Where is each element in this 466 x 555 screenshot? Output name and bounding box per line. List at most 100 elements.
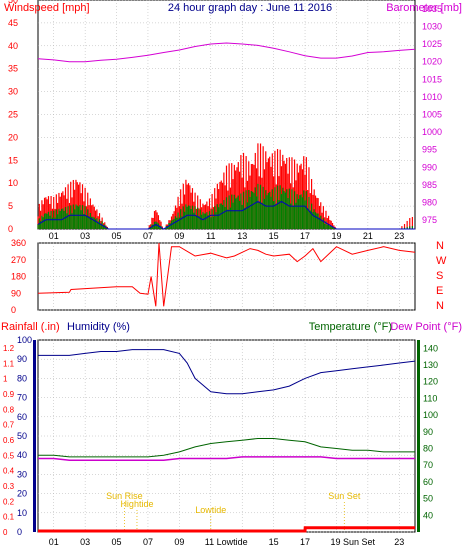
x-tick-label-bottom: 23: [394, 537, 404, 547]
temperature-tick-label: 90: [423, 427, 433, 437]
windspeed-tick-label: 45: [8, 18, 18, 28]
wind-direction-line: [37, 242, 416, 307]
x-tick-label-bottom: 17: [300, 537, 310, 547]
rainfall-tick-label: 0.2: [3, 497, 15, 506]
windspeed-tick-label: 25: [8, 110, 18, 120]
x-tick-label-bottom: 01: [49, 537, 59, 547]
barometer-tick-label: 1000: [422, 127, 442, 137]
barometer-axis-label: Barometer [mb]: [386, 2, 462, 14]
windspeed-tick-label: 15: [8, 155, 18, 165]
x-tick-label-bottom: 07: [143, 537, 153, 547]
barometer-tick-label: 975: [422, 215, 437, 225]
barometer-tick-label: 990: [422, 162, 437, 172]
x-tick-label: 23: [394, 231, 404, 241]
rainfall-tick-label: 0.9: [3, 390, 15, 399]
barometer-tick-label: 980: [422, 198, 437, 208]
direction-tick-label: 90: [11, 288, 21, 298]
windspeed-tick-label: 20: [8, 132, 18, 142]
direction-tick-label: 0: [11, 305, 16, 315]
temperature-tick-label: 130: [423, 360, 438, 370]
compass-label: W: [436, 255, 447, 267]
humidity-tick-label: 20: [17, 489, 27, 499]
barometer-tick-label: 1030: [422, 21, 442, 31]
x-tick-label: 03: [80, 231, 90, 241]
x-tick-label: 01: [49, 231, 59, 241]
x-tick-label-bottom: 15: [269, 537, 279, 547]
humidity-tick-label: 30: [17, 469, 27, 479]
panel-humidity-frame: [37, 339, 416, 533]
compass-label: E: [436, 285, 443, 297]
temperature-axis-label: Temperature (°F): [309, 321, 392, 333]
rainfall-line: [38, 526, 415, 533]
barometer-tick-label: 1015: [422, 74, 442, 84]
temperature-tick-label: 110: [423, 393, 437, 403]
direction-tick-label: 360: [11, 238, 26, 248]
chart-title: 24 hour graph day : June 11 2016: [168, 2, 332, 14]
x-tick-label: 07: [143, 231, 153, 241]
windspeed-tick-label: 10: [8, 178, 18, 188]
rainfall-tick-label: 0.6: [3, 436, 15, 445]
high-tide-label: Hightide: [120, 499, 153, 509]
barometer-tick-label: 1025: [422, 39, 442, 49]
rainfall-tick-label: 0.7: [3, 421, 15, 430]
labels-and-ticks: 0510152025303540455097598098599099510001…: [1, 0, 462, 547]
windspeed-tick-label: 40: [8, 41, 18, 51]
dewpoint-axis-label: Dew Point (°F): [390, 321, 462, 333]
humidity-tick-label: 40: [17, 450, 27, 460]
temperature-tick-label: 140: [423, 343, 438, 353]
rainfall-tick-label: 0.5: [3, 451, 15, 460]
temperature-tick-label: 70: [423, 460, 433, 470]
sun-set-label: Sun Set: [328, 491, 361, 501]
humidity-tick-label: 60: [17, 412, 27, 422]
humidity-tick-label: 0: [17, 527, 22, 537]
windspeed-tick-label: 50: [8, 0, 18, 5]
data-series: [37, 42, 416, 533]
compass-label: S: [436, 270, 443, 282]
humidity-tick-label: 80: [17, 373, 27, 383]
windspeed-tick-label: 35: [8, 64, 18, 74]
rainfall-tick-label: 0.4: [3, 467, 15, 476]
rainfall-tick-label: 1.2: [3, 344, 15, 353]
humidity-line: [38, 349, 416, 395]
x-tick-label: 11: [206, 231, 215, 241]
temperature-tick-label: 60: [423, 477, 433, 487]
humidity-tick-label: 50: [17, 431, 27, 441]
humidity-tick-label: 10: [17, 508, 27, 518]
rainfall-tick-label: 0: [3, 528, 8, 537]
rainfall-tick-label: 1.1: [3, 359, 15, 368]
rainfall-tick-label: 0.1: [3, 513, 15, 522]
temperature-tick-label: 40: [423, 510, 433, 520]
windspeed-axis-label: Windspeed [mph]: [4, 2, 90, 14]
grid-lines: [38, 0, 415, 533]
temperature-tick-label: 80: [423, 444, 433, 454]
rainfall-tick-label: 1: [3, 375, 8, 384]
dewpoint-line: [38, 456, 415, 461]
barometer-line: [37, 42, 416, 63]
windspeed-tick-label: 5: [8, 201, 13, 211]
rainfall-axis-label: Rainfall (.in): [1, 321, 60, 333]
compass-label: N: [436, 240, 444, 252]
x-tick-label-bottom: 09: [174, 537, 184, 547]
compass-label: N: [436, 300, 444, 312]
direction-tick-label: 270: [11, 255, 26, 265]
barometer-tick-label: 1020: [422, 57, 442, 67]
panel-frames: [33, 0, 420, 533]
x-tick-label-bottom: 03: [80, 537, 90, 547]
x-tick-label: 13: [237, 231, 247, 241]
x-tick-label: 05: [112, 231, 122, 241]
x-tick-label-bottom: 11 Lowtide: [205, 537, 248, 547]
humidity-axis-label: Humidity (%): [67, 321, 130, 333]
x-tick-label: 09: [174, 231, 184, 241]
temperature-tick-label: 50: [423, 494, 433, 504]
x-tick-label: 19: [331, 231, 341, 241]
wind-average-line: [37, 200, 415, 230]
barometer-tick-label: 1005: [422, 110, 442, 120]
windspeed-tick-label: 30: [8, 87, 18, 97]
humidity-tick-label: 90: [17, 354, 27, 364]
rainfall-tick-label: 0.8: [3, 405, 15, 414]
temperature-axis-bar: [417, 340, 420, 532]
barometer-tick-label: 995: [422, 145, 437, 155]
temperature-tick-label: 100: [423, 410, 438, 420]
barometer-tick-label: 1035: [422, 4, 442, 14]
low-tide-label: Lowtide: [195, 505, 226, 515]
